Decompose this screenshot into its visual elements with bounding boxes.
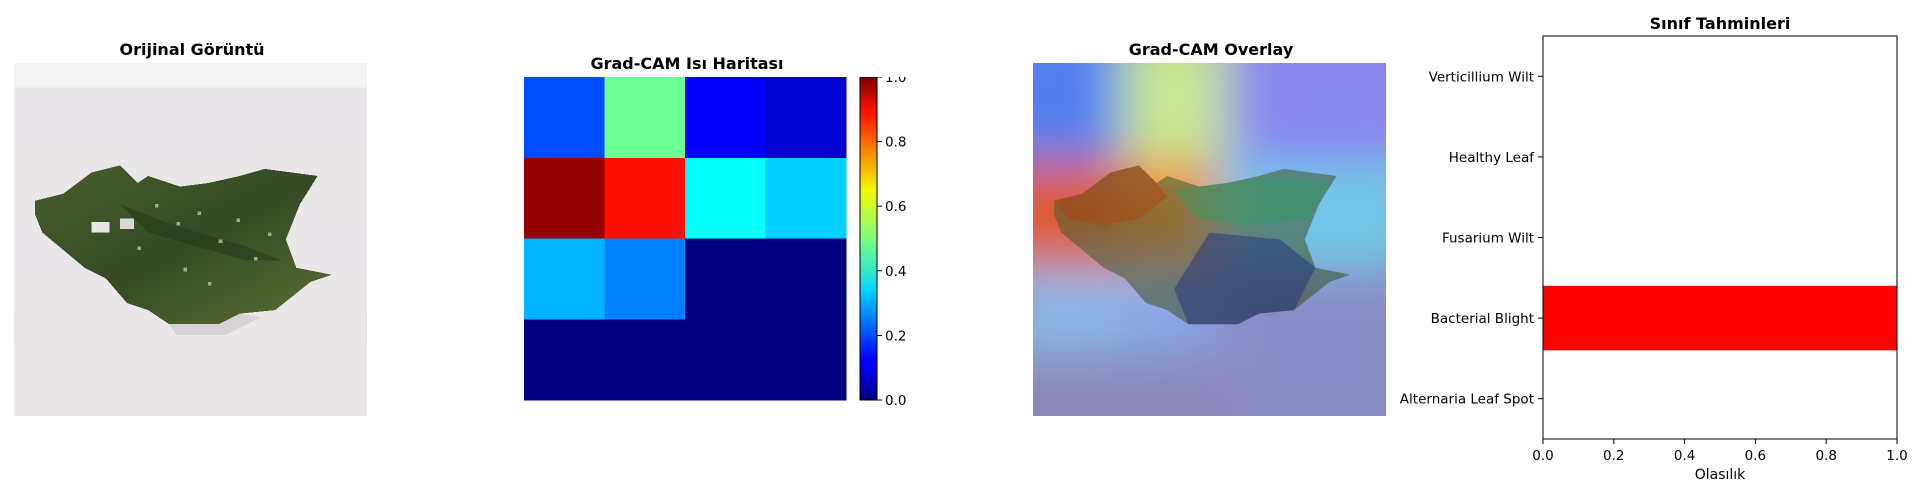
overlay-title: Grad-CAM Overlay: [1128, 40, 1294, 59]
gradcam-heatmap: [524, 77, 854, 417]
heatmap-cell-r3-c0: [524, 319, 605, 401]
x-tick-label: 0.8: [1815, 448, 1836, 464]
heatmap-cell-r2-c2: [685, 238, 766, 320]
colorbar-tick-label: 0.2: [885, 328, 906, 344]
colorbar-tick-label: 1.0: [885, 77, 906, 86]
bar-bacterial-blight: [1543, 285, 1897, 351]
heatmap-cell-r2-c0: [524, 238, 605, 320]
plot-frame: [1542, 35, 1898, 440]
heatmap-cell-r3-c2: [685, 319, 766, 401]
y-tick-label: Alternaria Leaf Spot: [1400, 392, 1534, 408]
heatmap-title: Grad-CAM Isı Haritası: [590, 54, 784, 73]
heatmap-cell-r0-c3: [765, 77, 847, 159]
heatmap-cell-r3-c3: [765, 319, 847, 401]
colorbar-tick-label: 0.4: [885, 264, 906, 280]
colorbar-tick-label: 0.6: [885, 199, 906, 215]
y-tick-label: Healthy Leaf: [1449, 150, 1535, 166]
heatmap-cell-r1-c0: [524, 157, 605, 239]
original-image: [14, 63, 367, 416]
predictions-title: Sınıf Tahminleri: [1649, 14, 1791, 33]
y-tick-label: Verticillium Wilt: [1429, 69, 1534, 85]
original-image-title: Orijinal Görüntü: [119, 40, 265, 59]
heatmap-cell-r0-c0: [524, 77, 605, 159]
gradcam-overlay: [1033, 63, 1386, 416]
x-tick-label: 0.6: [1745, 448, 1766, 464]
heatmap-cell-r1-c2: [685, 157, 766, 239]
y-tick-label: Bacterial Blight: [1431, 311, 1534, 327]
heatmap-cell-r3-c1: [604, 319, 686, 401]
y-tick-label: Fusarium Wilt: [1442, 231, 1534, 247]
x-tick-label: 0.2: [1603, 448, 1624, 464]
colorbar-tick-label: 0.0: [885, 393, 906, 409]
colorbar-tick-label: 0.8: [885, 135, 906, 151]
heatmap-cell-r1-c3: [765, 157, 847, 239]
x-axis-label: Olasılık: [1695, 467, 1746, 483]
predictions-chart: Alternaria Leaf Spot Bacterial Blight Fusa…: [1380, 30, 1920, 500]
heatmap-cell-r0-c2: [685, 77, 766, 159]
heatmap-colorbar: 0.0 0.2 0.4 0.6 0.8 1.0: [858, 77, 928, 417]
heatmap-cell-r2-c3: [765, 238, 847, 320]
heatmap-cell-r0-c1: [604, 77, 686, 159]
heatmap-cell-r2-c1: [604, 238, 686, 320]
heatmap-cell-r1-c1: [604, 157, 686, 239]
x-tick-label: 0.4: [1674, 448, 1695, 464]
leaf-shape: [35, 165, 332, 325]
x-tick-label: 1.0: [1886, 448, 1907, 464]
x-tick-label: 0.0: [1532, 448, 1553, 464]
